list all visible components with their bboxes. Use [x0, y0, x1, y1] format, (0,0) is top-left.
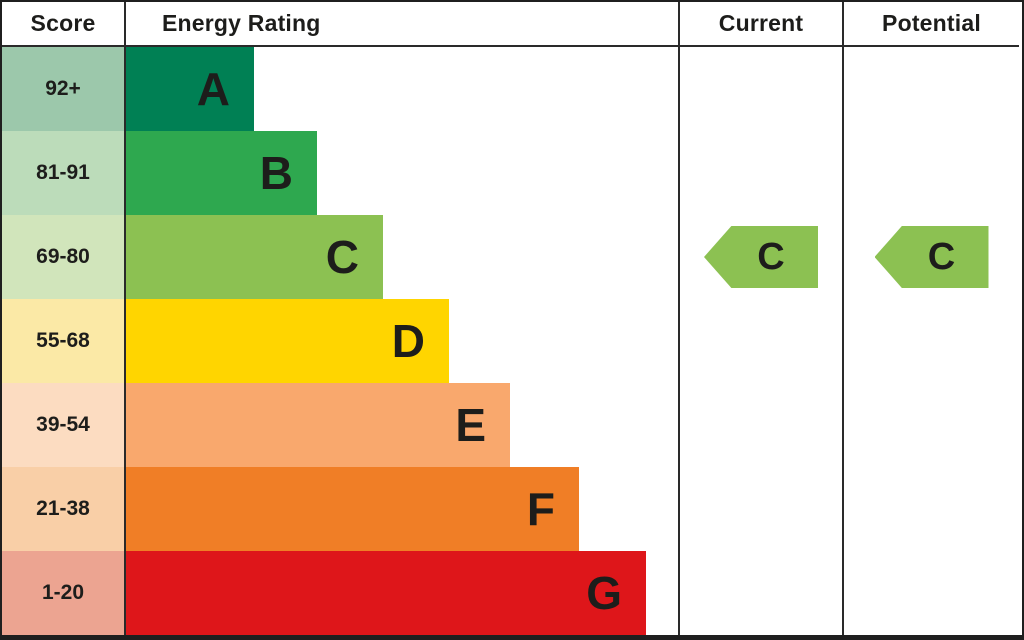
score-label-e: 39-54	[36, 413, 90, 436]
band-row-b: 81-91 B	[2, 131, 1022, 215]
band-letter-b: B	[259, 147, 293, 199]
current-cell-f	[680, 467, 844, 551]
rating-bar-e: E	[126, 383, 510, 467]
rating-cell-g: G	[126, 551, 680, 635]
potential-cell-f	[844, 467, 1019, 551]
current-rating-arrow: C	[704, 226, 818, 288]
score-cell-a: 92+	[2, 47, 126, 131]
rating-bar-g: G	[126, 551, 646, 635]
score-cell-e: 39-54	[2, 383, 126, 467]
score-cell-d: 55-68	[2, 299, 126, 383]
header-score: Score	[2, 2, 126, 47]
header-current: Current	[680, 2, 844, 47]
score-label-d: 55-68	[36, 329, 90, 352]
rating-cell-c: C	[126, 215, 680, 299]
potential-cell-e	[844, 383, 1019, 467]
band-row-g: 1-20 G	[2, 551, 1022, 635]
score-label-a: 92+	[45, 77, 81, 100]
rating-cell-e: E	[126, 383, 680, 467]
header-potential: Potential	[844, 2, 1019, 47]
score-label-b: 81-91	[36, 161, 90, 184]
band-row-c: 69-80 C C C	[2, 215, 1022, 299]
potential-rating-arrow: C	[874, 226, 989, 288]
potential-cell-a	[844, 47, 1019, 131]
band-letter-e: E	[455, 399, 486, 451]
rating-cell-a: A	[126, 47, 680, 131]
current-cell-b	[680, 131, 844, 215]
potential-cell-d	[844, 299, 1019, 383]
score-label-c: 69-80	[36, 245, 90, 268]
score-cell-c: 69-80	[2, 215, 126, 299]
potential-rating-letter: C	[927, 236, 956, 278]
current-rating-letter: C	[757, 236, 785, 278]
band-letter-a: A	[196, 63, 230, 115]
current-cell-a	[680, 47, 844, 131]
rating-cell-d: D	[126, 299, 680, 383]
header-row: Score Energy Rating Current Potential	[2, 2, 1022, 47]
score-cell-f: 21-38	[2, 467, 126, 551]
band-row-e: 39-54 E	[2, 383, 1022, 467]
band-letter-c: C	[325, 231, 359, 283]
band-letter-d: D	[391, 315, 425, 367]
current-cell-g	[680, 551, 844, 635]
potential-cell-g	[844, 551, 1019, 635]
score-cell-b: 81-91	[2, 131, 126, 215]
rating-cell-b: B	[126, 131, 680, 215]
rating-bar-b: B	[126, 131, 317, 215]
band-row-d: 55-68 D	[2, 299, 1022, 383]
score-label-f: 21-38	[36, 497, 90, 520]
band-letter-f: F	[526, 483, 555, 535]
rating-bar-c: C	[126, 215, 383, 299]
band-letter-g: G	[586, 567, 622, 619]
rating-bar-a: A	[126, 47, 254, 131]
rating-cell-f: F	[126, 467, 680, 551]
potential-cell-c: C	[844, 215, 1019, 299]
band-row-f: 21-38 F	[2, 467, 1022, 551]
current-cell-e	[680, 383, 844, 467]
current-cell-d	[680, 299, 844, 383]
score-label-g: 1-20	[41, 581, 85, 604]
band-row-a: 92+ A	[2, 47, 1022, 131]
header-energy-rating: Energy Rating	[126, 2, 680, 47]
score-cell-g: 1-20	[2, 551, 126, 635]
potential-cell-b	[844, 131, 1019, 215]
rating-bar-d: D	[126, 299, 449, 383]
rating-bar-f: F	[126, 467, 579, 551]
current-cell-c: C	[680, 215, 844, 299]
